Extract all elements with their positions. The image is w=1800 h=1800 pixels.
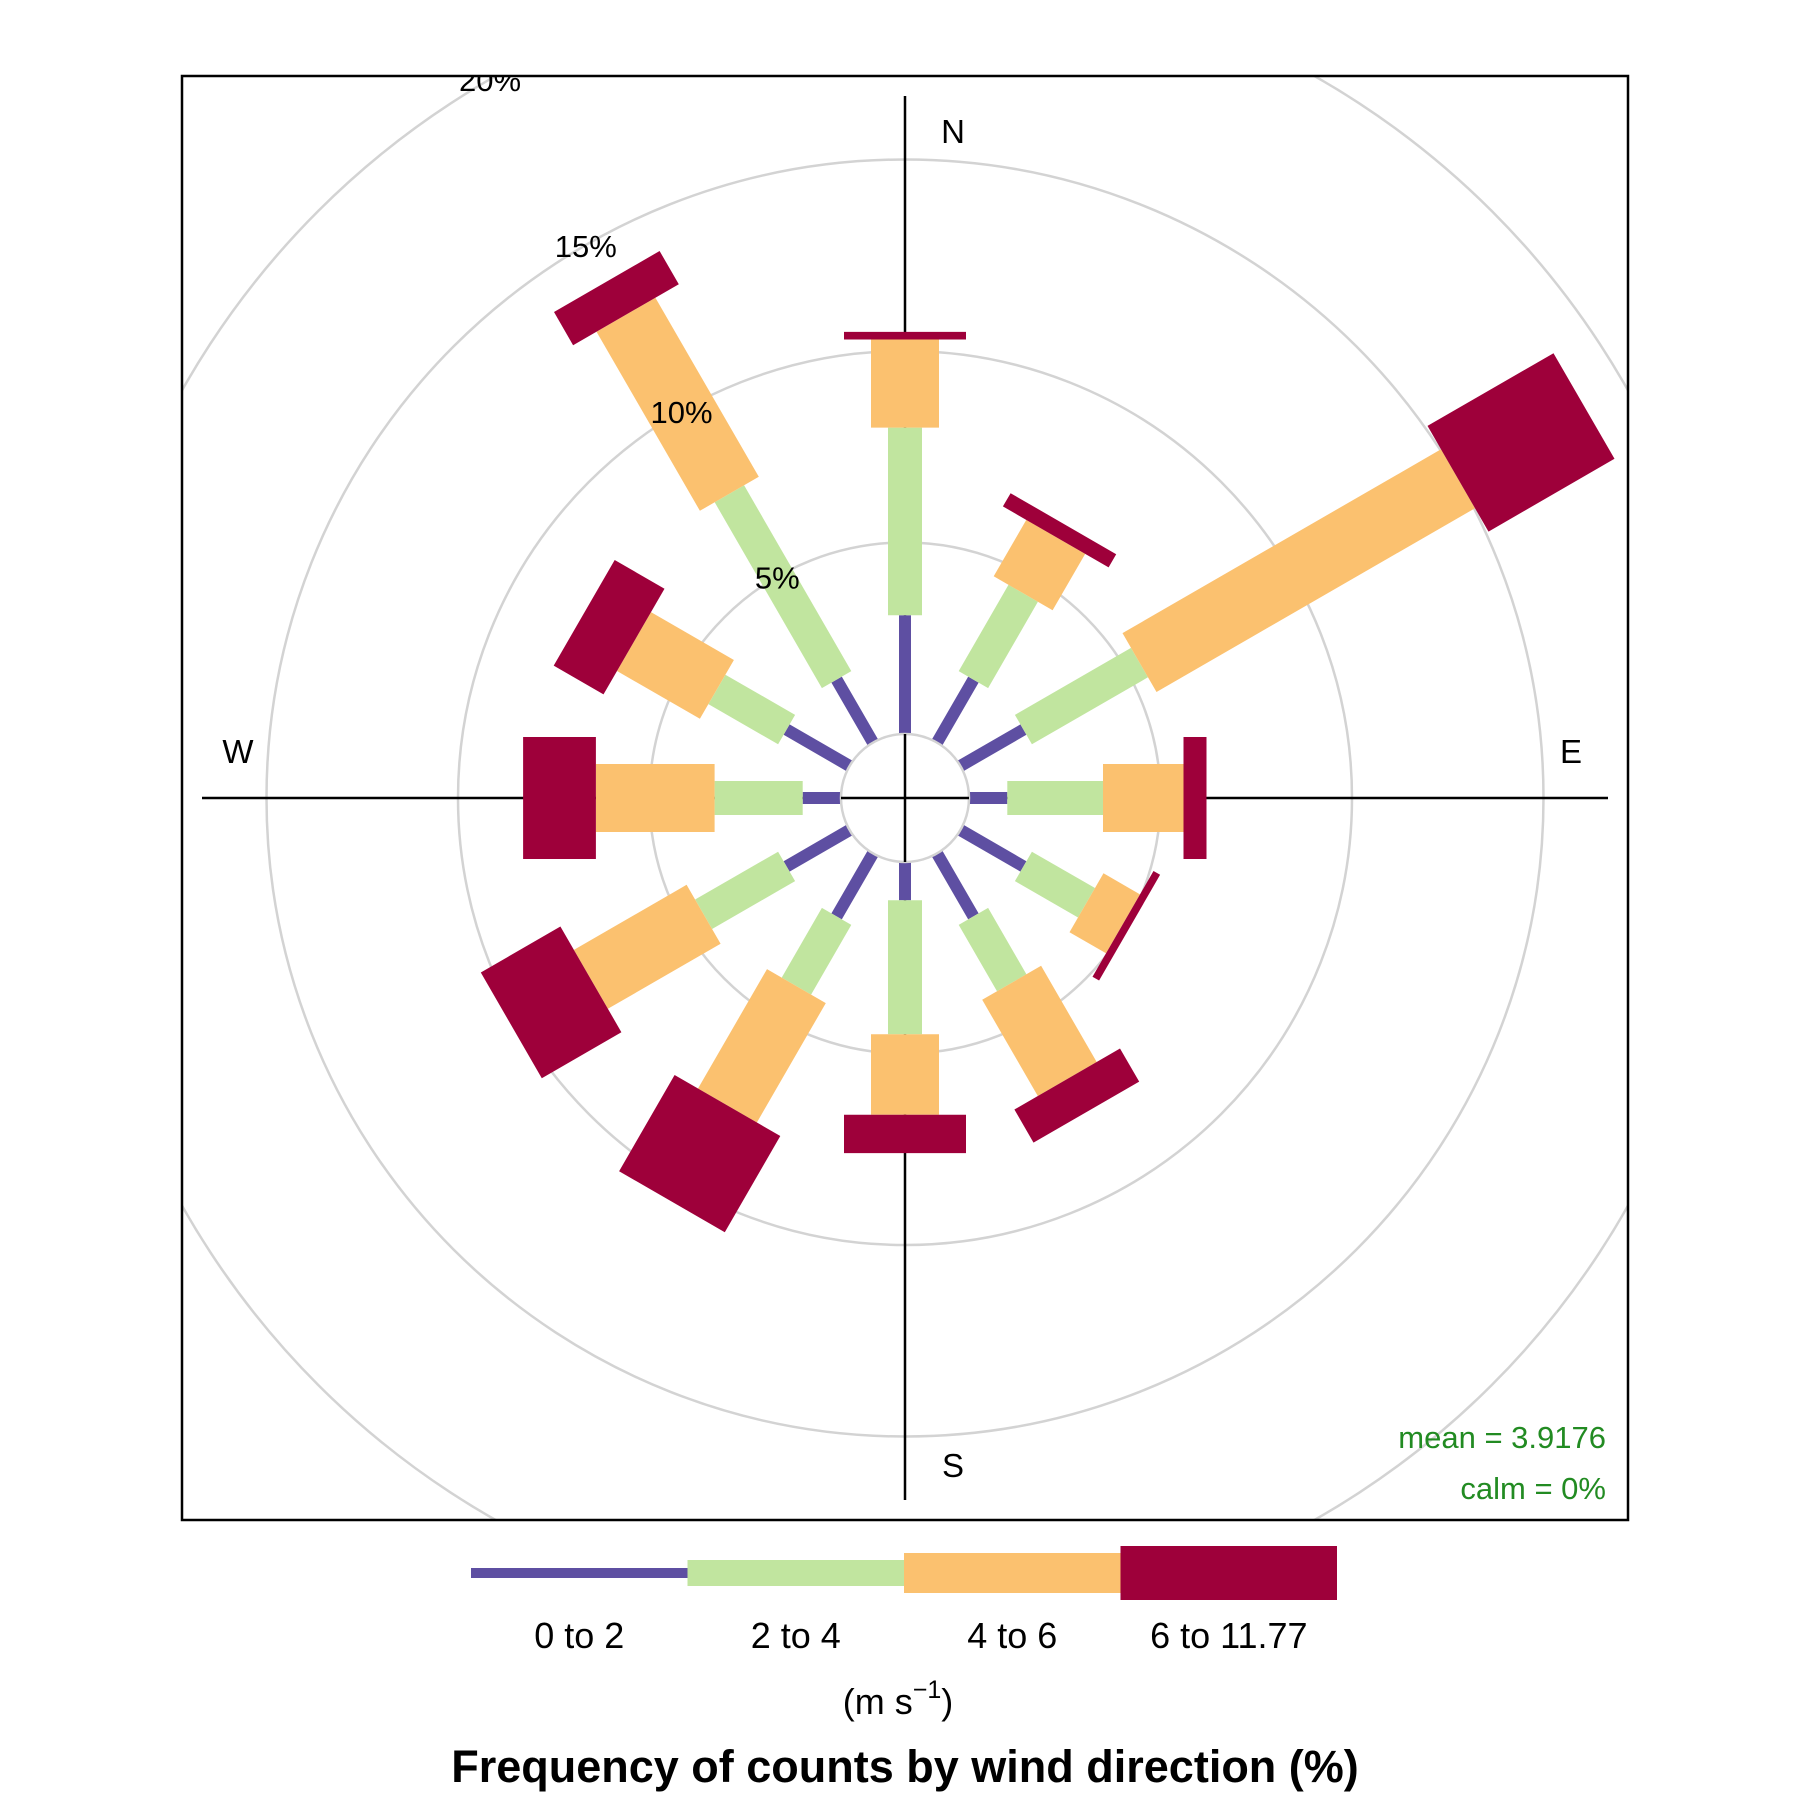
bar-dir-150-bin-3 bbox=[982, 965, 1097, 1096]
bar-dir-330-bin-1 bbox=[831, 676, 879, 746]
bar-dir-0-bin-4 bbox=[844, 331, 966, 340]
bar-dir-240-bin-1 bbox=[783, 824, 853, 872]
legend-key-4 bbox=[1120, 1546, 1337, 1600]
bar-dir-240-bin-3 bbox=[573, 884, 721, 1009]
bar-dir-240-bin-4 bbox=[480, 926, 622, 1079]
legend-label-3: 4 to 6 bbox=[967, 1615, 1057, 1656]
bar-dir-270-bin-3 bbox=[595, 764, 715, 832]
legend-label-1: 0 to 2 bbox=[534, 1615, 624, 1656]
bar-dir-180-bin-4 bbox=[844, 1114, 966, 1154]
bar-dir-180-bin-2 bbox=[888, 900, 922, 1035]
bar-dir-270-bin-2 bbox=[714, 781, 803, 815]
bar-dir-30-bin-1 bbox=[931, 676, 979, 746]
calm-circle bbox=[839, 732, 971, 864]
direction-label-east: E bbox=[1560, 733, 1582, 770]
bar-dir-60-bin-2 bbox=[1014, 647, 1148, 745]
direction-label-west: W bbox=[222, 733, 254, 770]
bar-dir-30-bin-4 bbox=[1002, 493, 1117, 568]
bar-dir-120-bin-2 bbox=[1014, 851, 1095, 918]
bar-dir-90-bin-2 bbox=[1007, 781, 1103, 815]
bar-dir-90-bin-4 bbox=[1183, 737, 1207, 859]
bar-dir-330-bin-3 bbox=[596, 297, 759, 511]
legend-key-1 bbox=[471, 1568, 688, 1578]
bar-dir-180-bin-3 bbox=[871, 1034, 939, 1115]
bar-dir-210-bin-3 bbox=[698, 969, 826, 1123]
bar-dir-60-bin-3 bbox=[1122, 449, 1475, 692]
bar-dir-30-bin-3 bbox=[993, 519, 1086, 611]
bar-dir-150-bin-1 bbox=[931, 850, 979, 920]
legend-label-4: 6 to 11.77 bbox=[1150, 1615, 1307, 1656]
bar-dir-300-bin-3 bbox=[617, 612, 734, 719]
radial-tick-label-4: 20% bbox=[459, 63, 521, 98]
radial-tick-labels: 5%10%15%20%25% bbox=[459, 63, 800, 596]
bar-dir-60-bin-1 bbox=[957, 724, 1027, 772]
bar-dir-90-bin-3 bbox=[1103, 764, 1184, 832]
bar-dir-300-bin-1 bbox=[783, 724, 853, 772]
legend-units: (m s−1) bbox=[843, 1676, 954, 1722]
bar-dir-300-bin-4 bbox=[553, 560, 665, 695]
bar-dir-0-bin-1 bbox=[899, 615, 911, 734]
bar-dir-330-bin-4 bbox=[554, 251, 679, 346]
bar-dir-120-bin-4 bbox=[1092, 871, 1161, 981]
bar-dir-0-bin-2 bbox=[888, 427, 922, 616]
radial-tick-label-2: 10% bbox=[650, 395, 712, 430]
bar-dir-300-bin-2 bbox=[708, 674, 796, 745]
bar-dir-210-bin-4 bbox=[619, 1075, 781, 1233]
direction-label-north: N bbox=[941, 113, 965, 150]
bar-dir-120-bin-1 bbox=[957, 824, 1027, 872]
bar-dir-30-bin-2 bbox=[958, 584, 1038, 689]
bar-dir-210-bin-2 bbox=[781, 907, 852, 995]
bar-dir-90-bin-1 bbox=[969, 792, 1008, 804]
plot-panel-border bbox=[180, 74, 1630, 1522]
legend-key-3 bbox=[904, 1553, 1121, 1593]
radial-tick-label-1: 5% bbox=[755, 561, 800, 596]
bar-dir-330-bin-2 bbox=[714, 485, 852, 689]
calm-stat: calm = 0% bbox=[1460, 1471, 1606, 1506]
bar-dir-180-bin-1 bbox=[899, 862, 911, 901]
bar-dir-240-bin-2 bbox=[695, 851, 796, 929]
bar-dir-60-bin-4 bbox=[1427, 353, 1615, 532]
direction-label-south: S bbox=[942, 1447, 964, 1484]
bar-dir-150-bin-2 bbox=[958, 907, 1027, 992]
bar-dir-120-bin-3 bbox=[1069, 873, 1140, 954]
radial-tick-label-3: 15% bbox=[555, 229, 617, 264]
bar-dir-150-bin-4 bbox=[1014, 1048, 1140, 1143]
bar-dir-210-bin-1 bbox=[831, 850, 879, 920]
legend-label-2: 2 to 4 bbox=[751, 1615, 841, 1656]
bar-dir-270-bin-1 bbox=[802, 792, 841, 804]
mean-stat: mean = 3.9176 bbox=[1398, 1420, 1606, 1455]
speed-legend: 0 to 2 2 to 4 4 to 6 6 to 11.77 bbox=[471, 1546, 1337, 1656]
legend-key-2 bbox=[687, 1560, 904, 1586]
bar-dir-0-bin-3 bbox=[871, 339, 939, 428]
bar-dir-270-bin-4 bbox=[523, 737, 596, 859]
chart-title: Frequency of counts by wind direction (%… bbox=[451, 1741, 1359, 1792]
wind-rose-bars bbox=[480, 251, 1615, 1233]
